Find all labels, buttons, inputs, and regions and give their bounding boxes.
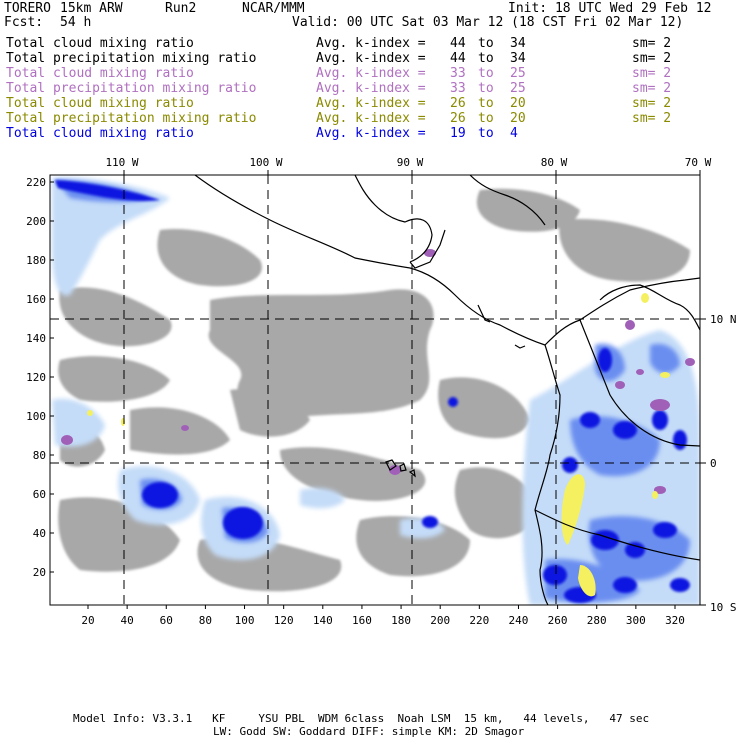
x-tick-label: 60 <box>160 614 173 627</box>
forecast-hours: 54 h <box>60 15 92 30</box>
y-tick-label: 140 <box>26 332 46 345</box>
forecast-label: Fcst: <box>4 15 44 30</box>
x-tick-label: 160 <box>352 614 372 627</box>
legend-range-to-word: to <box>478 81 494 96</box>
latitude-label: 0 <box>710 457 717 470</box>
legend-smoothing: sm= 2 <box>632 96 672 111</box>
coastlines <box>194 175 700 605</box>
latitude-labels: 10 N 0 10 S <box>710 313 737 614</box>
x-tick-label: 300 <box>626 614 646 627</box>
legend-range-to: 25 <box>510 81 526 96</box>
legend-field-name: Total cloud mixing ratio <box>6 96 194 111</box>
longitude-label: 90 W <box>397 156 424 169</box>
legend-avg-label: Avg. k-index = <box>316 51 426 66</box>
longitude-label: 70 W <box>685 156 712 169</box>
y-tick-label: 160 <box>26 293 46 306</box>
cloud-field <box>58 188 690 592</box>
y-tick-label: 120 <box>26 371 46 384</box>
legend-avg-label: Avg. k-index = <box>316 126 426 141</box>
x-tick-label: 100 <box>235 614 255 627</box>
x-tick-label: 320 <box>665 614 685 627</box>
y-tick-label: 80 <box>33 449 46 462</box>
x-tick-label: 180 <box>391 614 411 627</box>
yellow-precip-field <box>87 293 670 597</box>
legend-avg-label: Avg. k-index = <box>316 96 426 111</box>
model-run: Run2 <box>165 1 197 16</box>
legend-avg-label: Avg. k-index = <box>316 66 426 81</box>
legend-field-name: Total cloud mixing ratio <box>6 36 194 51</box>
map-frame <box>49 174 701 606</box>
legend-avg-label: Avg. k-index = <box>316 81 426 96</box>
longitude-label: 110 W <box>105 156 138 169</box>
longitude-label: 80 W <box>541 156 568 169</box>
legend-range-from: 33 <box>450 81 466 96</box>
y-tick-label: 100 <box>26 410 46 423</box>
legend-range-to: 34 <box>510 51 526 66</box>
legend-range-to-word: to <box>478 111 494 126</box>
latitude-label: 10 N <box>710 313 737 326</box>
legend-range-from: 19 <box>450 126 466 141</box>
deep-blue-cloud-cores <box>55 180 690 603</box>
legend-avg-label: Avg. k-index = <box>316 111 426 126</box>
y-tick-label: 60 <box>33 488 46 501</box>
y-tick-label: 220 <box>26 176 46 189</box>
legend-range-to: 20 <box>510 111 526 126</box>
legend-smoothing: sm= 2 <box>632 66 672 81</box>
legend-range-from: 26 <box>450 96 466 111</box>
x-tick-label: 40 <box>121 614 134 627</box>
y-tick-label: 20 <box>33 566 46 579</box>
y-tick-label: 180 <box>26 254 46 267</box>
legend-range-to: 20 <box>510 96 526 111</box>
purple-cloud-field <box>61 249 695 494</box>
x-tick-label: 280 <box>587 614 607 627</box>
legend-field-name: Total precipitation mixing ratio <box>6 81 257 96</box>
model-org: NCAR/MMM <box>242 1 305 16</box>
model-info-line: Model Info: V3.3.1 KF YSU PBL WDM 6class… <box>73 712 650 725</box>
legend-field-name: Total cloud mixing ratio <box>6 66 194 81</box>
x-tick-label: 200 <box>430 614 450 627</box>
legend-field-name: Total precipitation mixing ratio <box>6 111 257 126</box>
physics-info-line: LW: Godd SW: Goddard DIFF: simple KM: 2D… <box>213 725 525 738</box>
model-resolution: 15km ARW <box>60 1 123 16</box>
legend-range-from: 26 <box>450 111 466 126</box>
longitude-label: 100 W <box>249 156 282 169</box>
x-tick-label: 20 <box>81 614 94 627</box>
legend-range-to: 4 <box>510 126 518 141</box>
longitude-labels: 110 W 100 W 90 W 80 W 70 W <box>105 156 711 169</box>
y-axis-ticks: 220 200 180 160 140 120 100 80 60 40 20 <box>26 176 54 579</box>
legend-range-to: 34 <box>510 36 526 51</box>
legend-range-from: 33 <box>450 66 466 81</box>
x-tick-label: 80 <box>199 614 212 627</box>
legend-field-name: Total precipitation mixing ratio <box>6 51 257 66</box>
legend-avg-label: Avg. k-index = <box>316 36 426 51</box>
x-tick-label: 140 <box>313 614 333 627</box>
latitude-label: 10 S <box>710 601 737 614</box>
legend-range-to-word: to <box>478 51 494 66</box>
x-tick-label: 220 <box>469 614 489 627</box>
init-time: Init: 18 UTC Wed 29 Feb 12 <box>508 1 712 16</box>
legend-smoothing: sm= 2 <box>632 36 672 51</box>
x-tick-label: 120 <box>274 614 294 627</box>
x-tick-label: 260 <box>548 614 568 627</box>
grid-lines <box>50 175 700 605</box>
legend-range-to-word: to <box>478 66 494 81</box>
model-name: TORERO <box>4 1 51 16</box>
legend-range-to-word: to <box>478 126 494 141</box>
legend-smoothing: sm= 2 <box>632 111 672 126</box>
legend-range-to-word: to <box>478 36 494 51</box>
legend-range-to: 25 <box>510 66 526 81</box>
x-axis-ticks: 20 40 60 80 100 120 140 160 180 200 220 240 260 280 30… <box>81 605 685 627</box>
legend-range-from: 44 <box>450 36 466 51</box>
valid-time: Valid: 00 UTC Sat 03 Mar 12 (18 CST Fri … <box>292 15 684 30</box>
legend-range-to-word: to <box>478 96 494 111</box>
legend-smoothing: sm= 2 <box>632 51 672 66</box>
map-area <box>50 175 700 605</box>
legend-range-from: 44 <box>450 51 466 66</box>
legend-smoothing: sm= 2 <box>632 81 672 96</box>
y-tick-label: 40 <box>33 527 46 540</box>
y-tick-label: 200 <box>26 215 46 228</box>
x-tick-label: 240 <box>509 614 529 627</box>
legend-field-name: Total cloud mixing ratio <box>6 126 194 141</box>
